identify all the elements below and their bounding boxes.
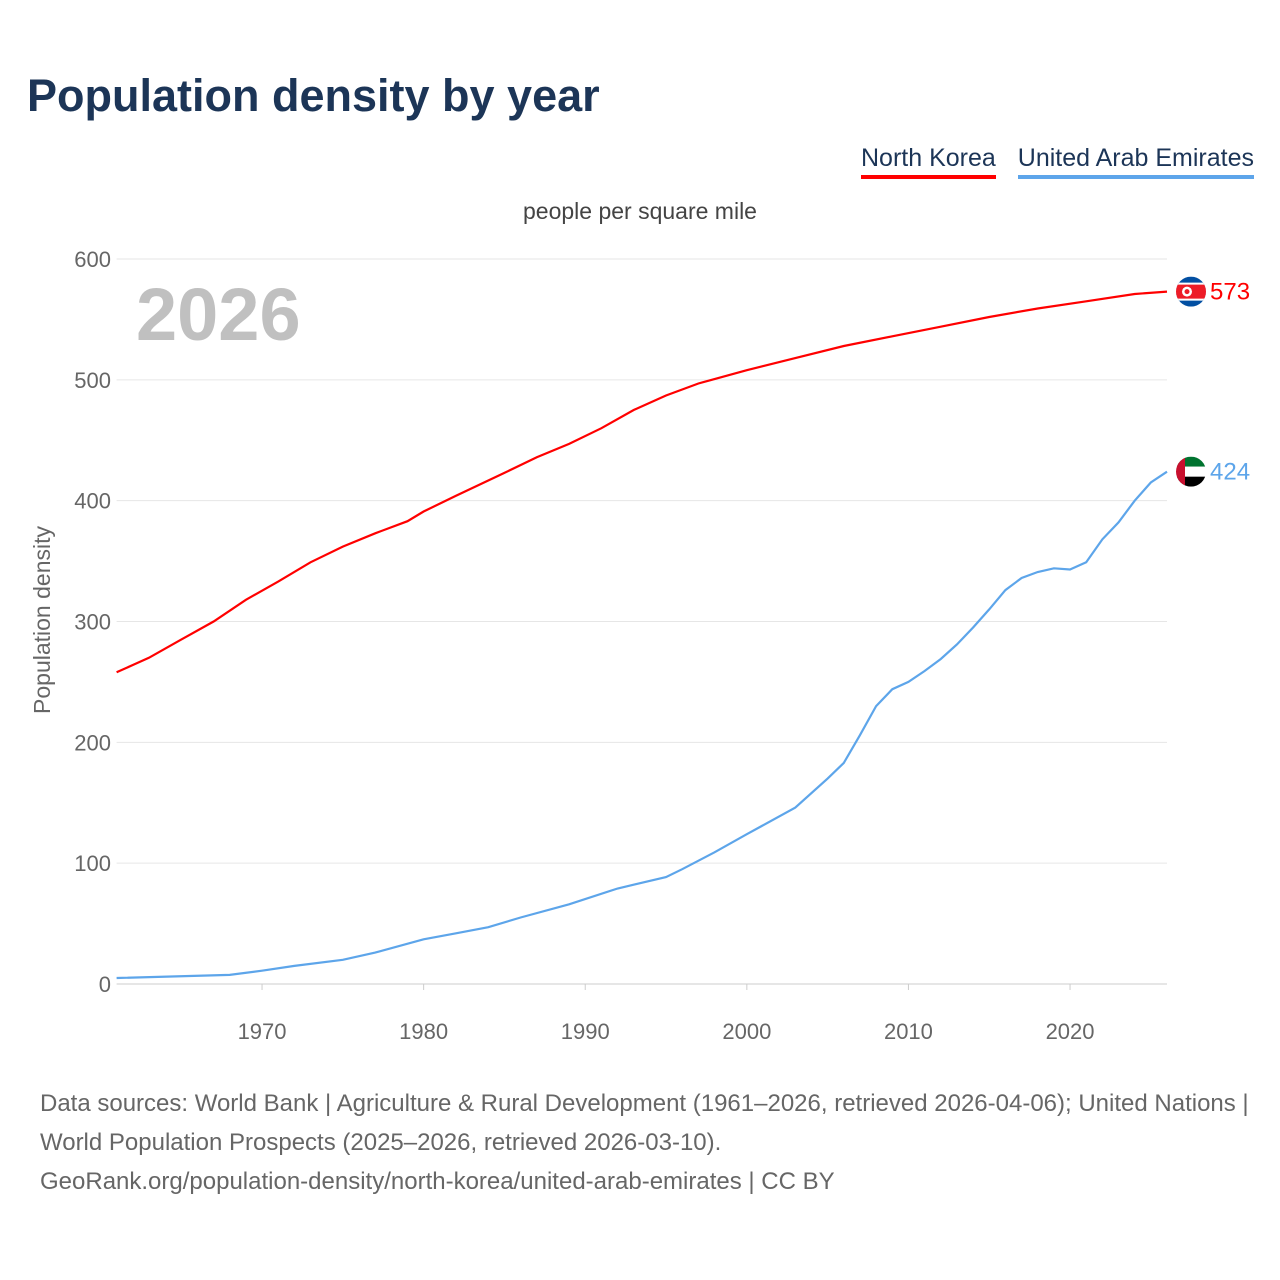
x-tick-label: 2010 [884, 1019, 933, 1044]
y-tick-label: 200 [74, 730, 111, 755]
x-tick-label: 2020 [1046, 1019, 1095, 1044]
end-value-label: 424 [1210, 459, 1250, 486]
y-tick-label: 400 [74, 489, 111, 514]
legend-united-arab-emirates[interactable]: United Arab Emirates [1017, 144, 1254, 179]
legend: North Korea United Arab Emirates [860, 144, 1254, 179]
chart-title: Population density by year [27, 70, 600, 121]
x-tick-label: 1990 [561, 1019, 610, 1044]
footer: Data sources: World Bank | Agriculture &… [40, 1084, 1250, 1201]
source-link[interactable]: GeoRank.org/population-density/north-kor… [40, 1168, 835, 1195]
chart-subtitle: people per square mile [523, 198, 757, 224]
y-tick-label: 300 [74, 610, 111, 635]
north-korea-flag-icon [1176, 276, 1206, 307]
end-value-label: 573 [1210, 279, 1250, 306]
legend-north-korea[interactable]: North Korea [860, 144, 996, 179]
data-sources: Data sources: World Bank | Agriculture &… [40, 1090, 1249, 1156]
series-line-united-arab-emirates [116, 470, 1168, 980]
y-tick-label: 500 [74, 368, 111, 393]
y-tick-label: 100 [74, 851, 111, 876]
y-tick-label: 600 [74, 247, 111, 272]
year-watermark: 2026 [136, 273, 301, 356]
series-line-north-korea [116, 290, 1168, 674]
x-tick-label: 2000 [722, 1019, 771, 1044]
y-tick-label: 0 [99, 972, 111, 997]
x-tick-label: 1970 [238, 1019, 287, 1044]
uae-flag-icon [1176, 456, 1206, 487]
x-tick-label: 1980 [399, 1019, 448, 1044]
y-axis-label: Population density [29, 526, 55, 714]
